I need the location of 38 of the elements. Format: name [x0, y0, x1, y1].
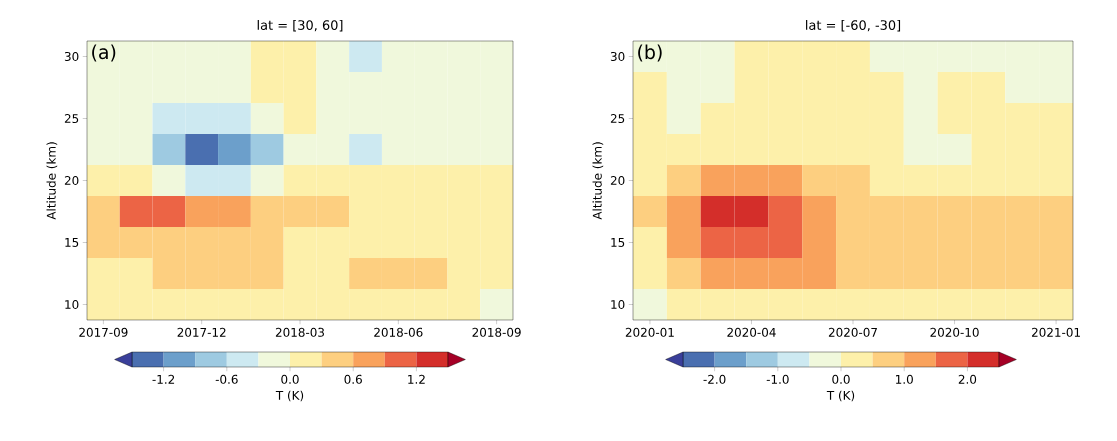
- x-tick-label: 2020-04: [727, 327, 776, 337]
- color-bar-label: -1.0: [766, 374, 789, 384]
- x-tick-label: 2018-03: [275, 327, 324, 337]
- color-bar-label: 1.0: [896, 374, 913, 384]
- y-tick-label: 15: [611, 238, 625, 247]
- y-tick-label: 20: [64, 175, 79, 186]
- y-axis-title: Altitude (km): [46, 142, 58, 220]
- x-tick-label: 2018-09: [472, 327, 521, 337]
- y-tick-label: 10: [611, 299, 625, 310]
- color-bar-label: 0.0: [281, 374, 299, 384]
- y-tick-label: 10: [65, 299, 79, 310]
- y-tick-label: 25: [610, 113, 625, 124]
- x-tick-label: 2020-07: [828, 327, 877, 337]
- color-bar-label: 2.0: [958, 374, 977, 384]
- y-tick-label: 20: [610, 175, 625, 186]
- x-tick-label: 2017-12: [177, 327, 226, 337]
- color-bar-label: 1.2: [408, 374, 425, 384]
- y-tick-label: 30: [610, 51, 625, 62]
- color-bar-label: -2.0: [703, 374, 726, 384]
- annotation: (b): [638, 44, 662, 62]
- y-tick-label: 25: [64, 113, 79, 124]
- chart-title: lat = [30, 60]: [257, 19, 343, 32]
- color-bar-label: -0.6: [215, 374, 238, 384]
- color-bar-title: T (K): [275, 390, 304, 402]
- x-tick-label: 2018-06: [374, 327, 423, 337]
- x-tick-label: 2020-01: [625, 327, 674, 337]
- y-axis-title: Altitude (km): [592, 142, 604, 220]
- chart-title: lat = [-60, -30]: [806, 19, 901, 32]
- color-bar-label: -1.2: [152, 374, 175, 384]
- color-bar-label: 0.0: [832, 374, 850, 384]
- y-tick-label: 15: [65, 238, 79, 247]
- x-tick-label: 2020-10: [930, 327, 979, 337]
- x-tick-label: 2017-09: [79, 327, 128, 337]
- color-bar-label: 0.6: [344, 374, 362, 384]
- x-tick-label: 2021-01: [1031, 327, 1080, 337]
- annotation: (a): [92, 44, 116, 62]
- y-tick-label: 30: [64, 51, 79, 62]
- color-bar-title: T (K): [826, 390, 855, 402]
